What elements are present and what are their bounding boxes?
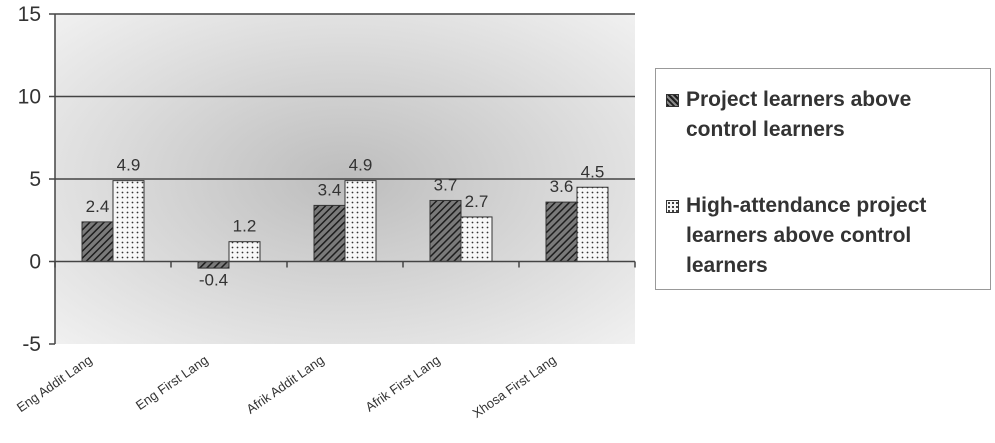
legend-item-project: Project learners above control learners: [666, 85, 984, 145]
bar: [313, 204, 346, 262]
bar: [545, 201, 578, 263]
data-label: 3.7: [434, 175, 458, 194]
legend-label: Project learners above control learners: [686, 88, 912, 141]
bar: [460, 216, 493, 262]
bar: [81, 221, 114, 262]
x-category-label: Afrik First Lang: [363, 352, 443, 414]
x-category-label: Xhosa First Lang: [470, 352, 559, 421]
hatch-swatch-icon: [666, 94, 679, 107]
dotted-swatch-icon: [666, 200, 679, 213]
bar-chart: 15 10 5 0 -5 2.4 4.9 Eng Addit Lang -0.4 1.2 Eng F…: [14, 3, 636, 421]
y-tick-label: 0: [29, 251, 41, 274]
data-label: 4.9: [117, 156, 141, 175]
data-label: 4.9: [349, 156, 373, 175]
data-label: 3.6: [550, 177, 574, 196]
legend-item-high-attendance: High-attendance project learners above c…: [666, 191, 984, 281]
bar: [429, 199, 462, 262]
legend: Project learners above control learners …: [655, 68, 991, 290]
y-tick-label: 5: [29, 168, 41, 191]
x-category-label: Afrik Addit Lang: [244, 352, 327, 417]
bar: [576, 186, 609, 262]
bar: [344, 180, 377, 262]
data-label: -0.4: [199, 271, 228, 290]
data-label: 2.4: [86, 197, 110, 216]
bar: [112, 180, 145, 262]
bar: [197, 261, 230, 269]
bar: [228, 241, 261, 262]
x-category-label: Eng First Lang: [133, 352, 211, 413]
y-tick-label: 10: [18, 86, 41, 109]
data-label: 3.4: [318, 180, 342, 199]
x-category-label: Eng Addit Lang: [14, 352, 95, 415]
y-tick-label: -5: [22, 333, 41, 356]
data-label: 4.5: [581, 162, 605, 181]
data-label: 1.2: [233, 217, 257, 236]
data-label: 2.7: [465, 192, 489, 211]
y-tick-label: 15: [18, 3, 41, 26]
legend-label: High-attendance project learners above c…: [686, 194, 927, 277]
